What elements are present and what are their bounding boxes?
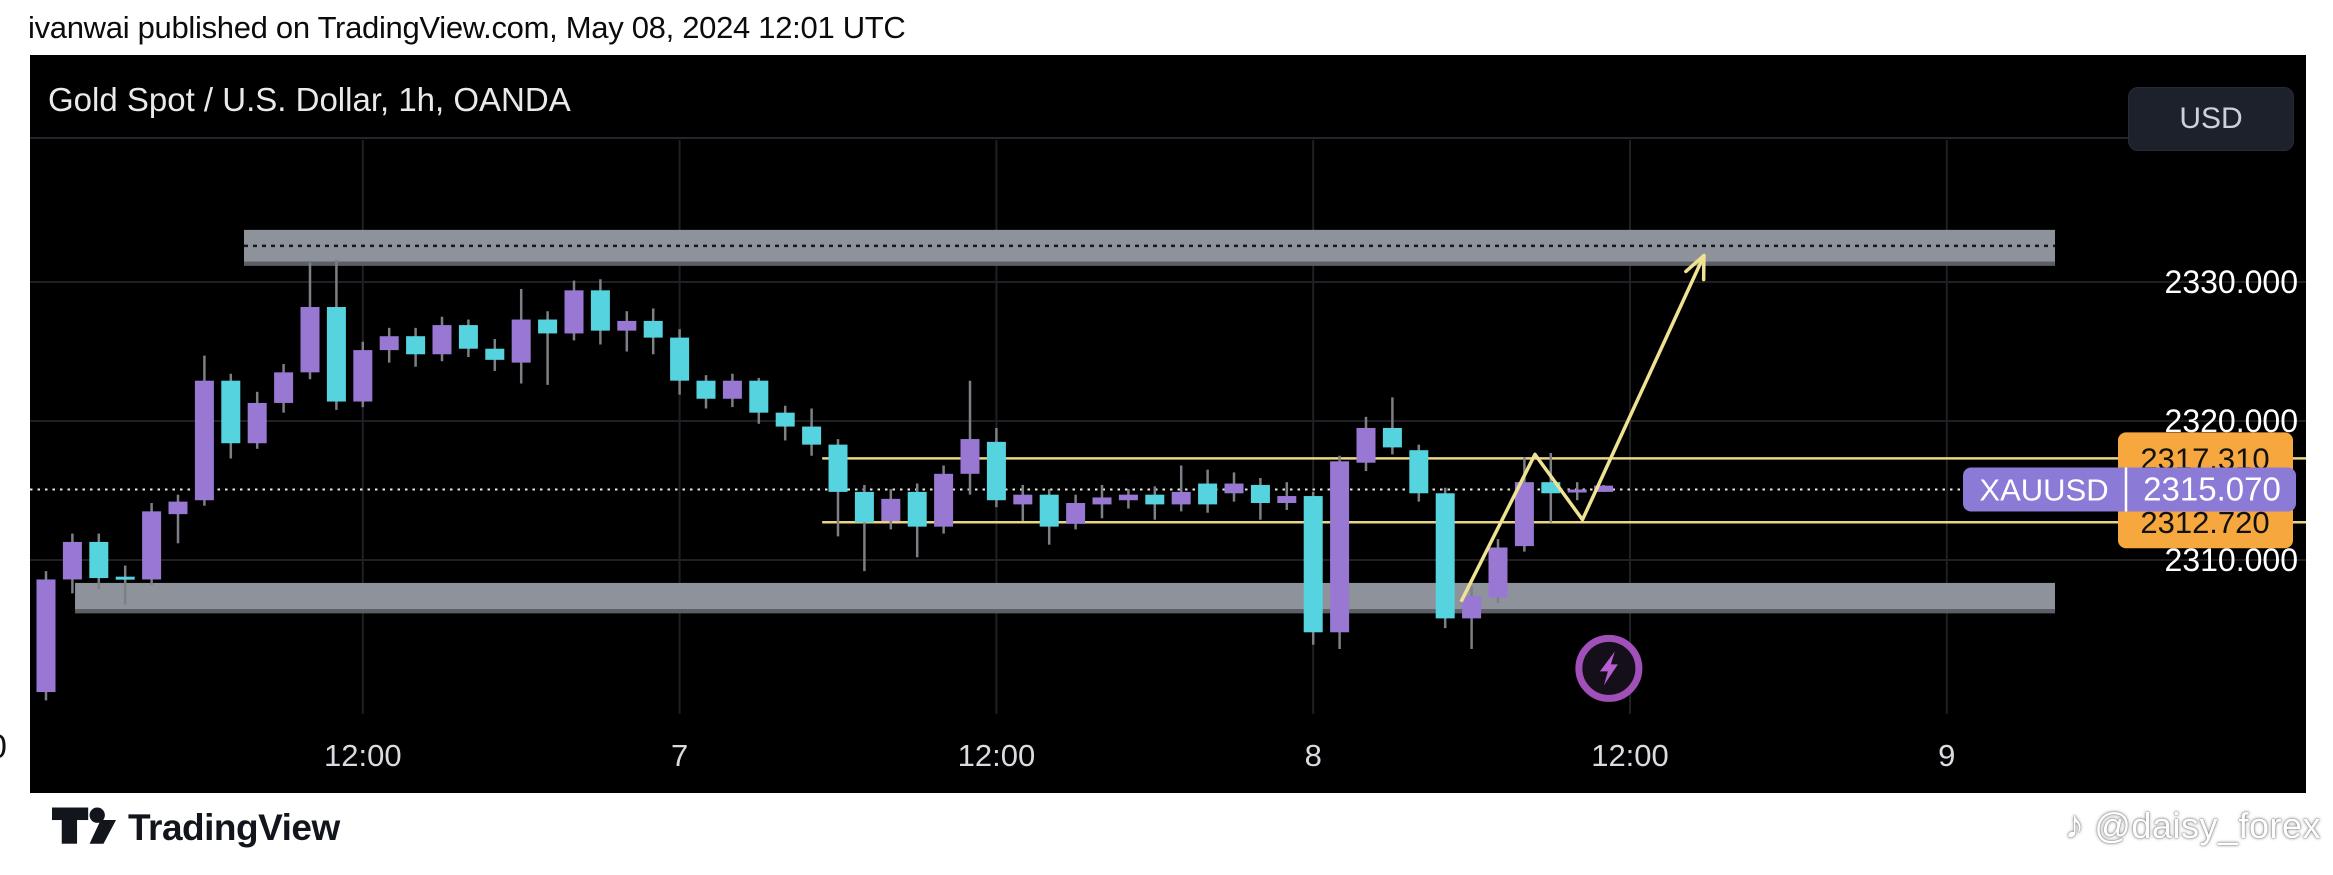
- support-zone[interactable]: [75, 582, 2055, 610]
- candle-body: [590, 290, 610, 331]
- candle-body: [221, 380, 241, 444]
- candle-body: [802, 426, 822, 445]
- candle-body: [1330, 461, 1350, 633]
- candle-body: [1462, 596, 1482, 619]
- price-axis-label: 2330.000: [2165, 264, 2298, 300]
- resistance-zone[interactable]: [244, 229, 2055, 262]
- flash-marker[interactable]: [1575, 634, 1643, 702]
- candle-body: [828, 444, 848, 492]
- time-axis-label: 8: [1305, 738, 1322, 773]
- candle-body: [1277, 496, 1297, 504]
- candle-body: [1541, 482, 1561, 494]
- candle-body: [1409, 450, 1429, 494]
- candle-body: [1118, 494, 1138, 501]
- candle-body: [960, 439, 980, 474]
- time-axis-label: 12:00: [1591, 738, 1669, 773]
- candle-body: [1198, 483, 1218, 505]
- candle-body: [722, 380, 742, 399]
- candle-body: [907, 491, 927, 527]
- candle-body: [749, 380, 769, 413]
- candle-body: [775, 412, 795, 427]
- time-axis-label: 12:00: [958, 738, 1036, 773]
- lightning-bolt-icon: [1599, 651, 1618, 686]
- title-separator: [30, 137, 2128, 139]
- candle-body: [89, 541, 109, 579]
- candle-body: [934, 473, 954, 527]
- candle-body: [643, 320, 663, 338]
- watermark: ♪ @daisy_forex: [2064, 803, 2321, 848]
- time-axis-label: 7: [671, 738, 688, 773]
- tradingview-brand-text[interactable]: TradingView: [128, 807, 340, 848]
- candle-body: [142, 511, 162, 580]
- time-axis-label: 12:00: [324, 738, 402, 773]
- candle-body: [300, 307, 320, 373]
- candle-body: [62, 541, 82, 580]
- watermark-handle: @daisy_forex: [2094, 804, 2321, 846]
- candle-body: [511, 319, 531, 363]
- candle-body: [194, 380, 214, 501]
- candle-body: [1171, 491, 1191, 505]
- candle-body: [353, 350, 373, 402]
- symbol-label-text: XAUUSD: [1979, 473, 2108, 508]
- candle-body: [854, 491, 874, 523]
- projection-trendline[interactable]: [1459, 254, 1706, 603]
- candle-body: [564, 290, 584, 334]
- candle-body: [1145, 494, 1165, 505]
- chart-legend-title[interactable]: Gold Spot / U.S. Dollar, 1h, OANDA: [48, 81, 571, 118]
- candle-body: [1594, 485, 1614, 492]
- footer-bar: TradingView ♪ @daisy_forex: [0, 793, 2333, 875]
- candle-body: [1567, 489, 1587, 493]
- candle-body: [1514, 482, 1534, 547]
- candle-body: [247, 402, 267, 444]
- candle-body: [986, 441, 1006, 501]
- candle-body: [274, 372, 294, 403]
- candle-body: [617, 320, 637, 331]
- candle-body: [168, 501, 188, 515]
- chart-frame: Gold Spot / U.S. Dollar, 1h, OANDA USD 1…: [30, 55, 2306, 793]
- candle-body: [1092, 497, 1112, 505]
- last-price-label-text: 2315.070: [2143, 471, 2281, 508]
- candle-body: [1224, 483, 1244, 494]
- candle-body: [538, 319, 558, 334]
- symbol-price-label: [1963, 467, 2296, 512]
- candle-body: [696, 380, 716, 399]
- candle-body: [115, 576, 135, 580]
- clipped-edge-text: 0: [0, 728, 14, 767]
- tradingview-logo-icon[interactable]: [52, 807, 116, 847]
- candle-body: [406, 336, 426, 355]
- candle-body: [1356, 427, 1376, 463]
- candle-body: [36, 579, 56, 693]
- candle-body: [432, 325, 452, 355]
- chart-plot[interactable]: 12:00 7 12:00 8 12:00 92330.0002320.0002310.0…: [30, 55, 2306, 793]
- candle-body: [670, 337, 690, 381]
- candle-body: [1303, 496, 1323, 633]
- candle-body: [1488, 547, 1508, 598]
- candle-body: [379, 336, 399, 351]
- candle-body: [1039, 494, 1059, 527]
- candle-body: [485, 348, 505, 360]
- candle-body: [1250, 484, 1270, 504]
- candle-body: [1066, 503, 1086, 524]
- candle-body: [458, 325, 478, 349]
- candle-body: [1382, 427, 1402, 448]
- time-axis-label: 9: [1938, 738, 1955, 773]
- candle-body: [1013, 494, 1033, 505]
- currency-toggle-label: USD: [2179, 102, 2243, 135]
- candle-body: [326, 307, 346, 402]
- publish-caption: ivanwai published on TradingView.com, Ma…: [28, 10, 906, 45]
- publish-bar: ivanwai published on TradingView.com, Ma…: [0, 0, 2333, 55]
- projection-arrowhead: [1684, 253, 1706, 274]
- currency-toggle-button[interactable]: USD: [2128, 87, 2294, 151]
- candle-body: [1435, 493, 1455, 619]
- candle-body: [881, 498, 901, 522]
- music-note-icon: ♪: [2064, 803, 2085, 847]
